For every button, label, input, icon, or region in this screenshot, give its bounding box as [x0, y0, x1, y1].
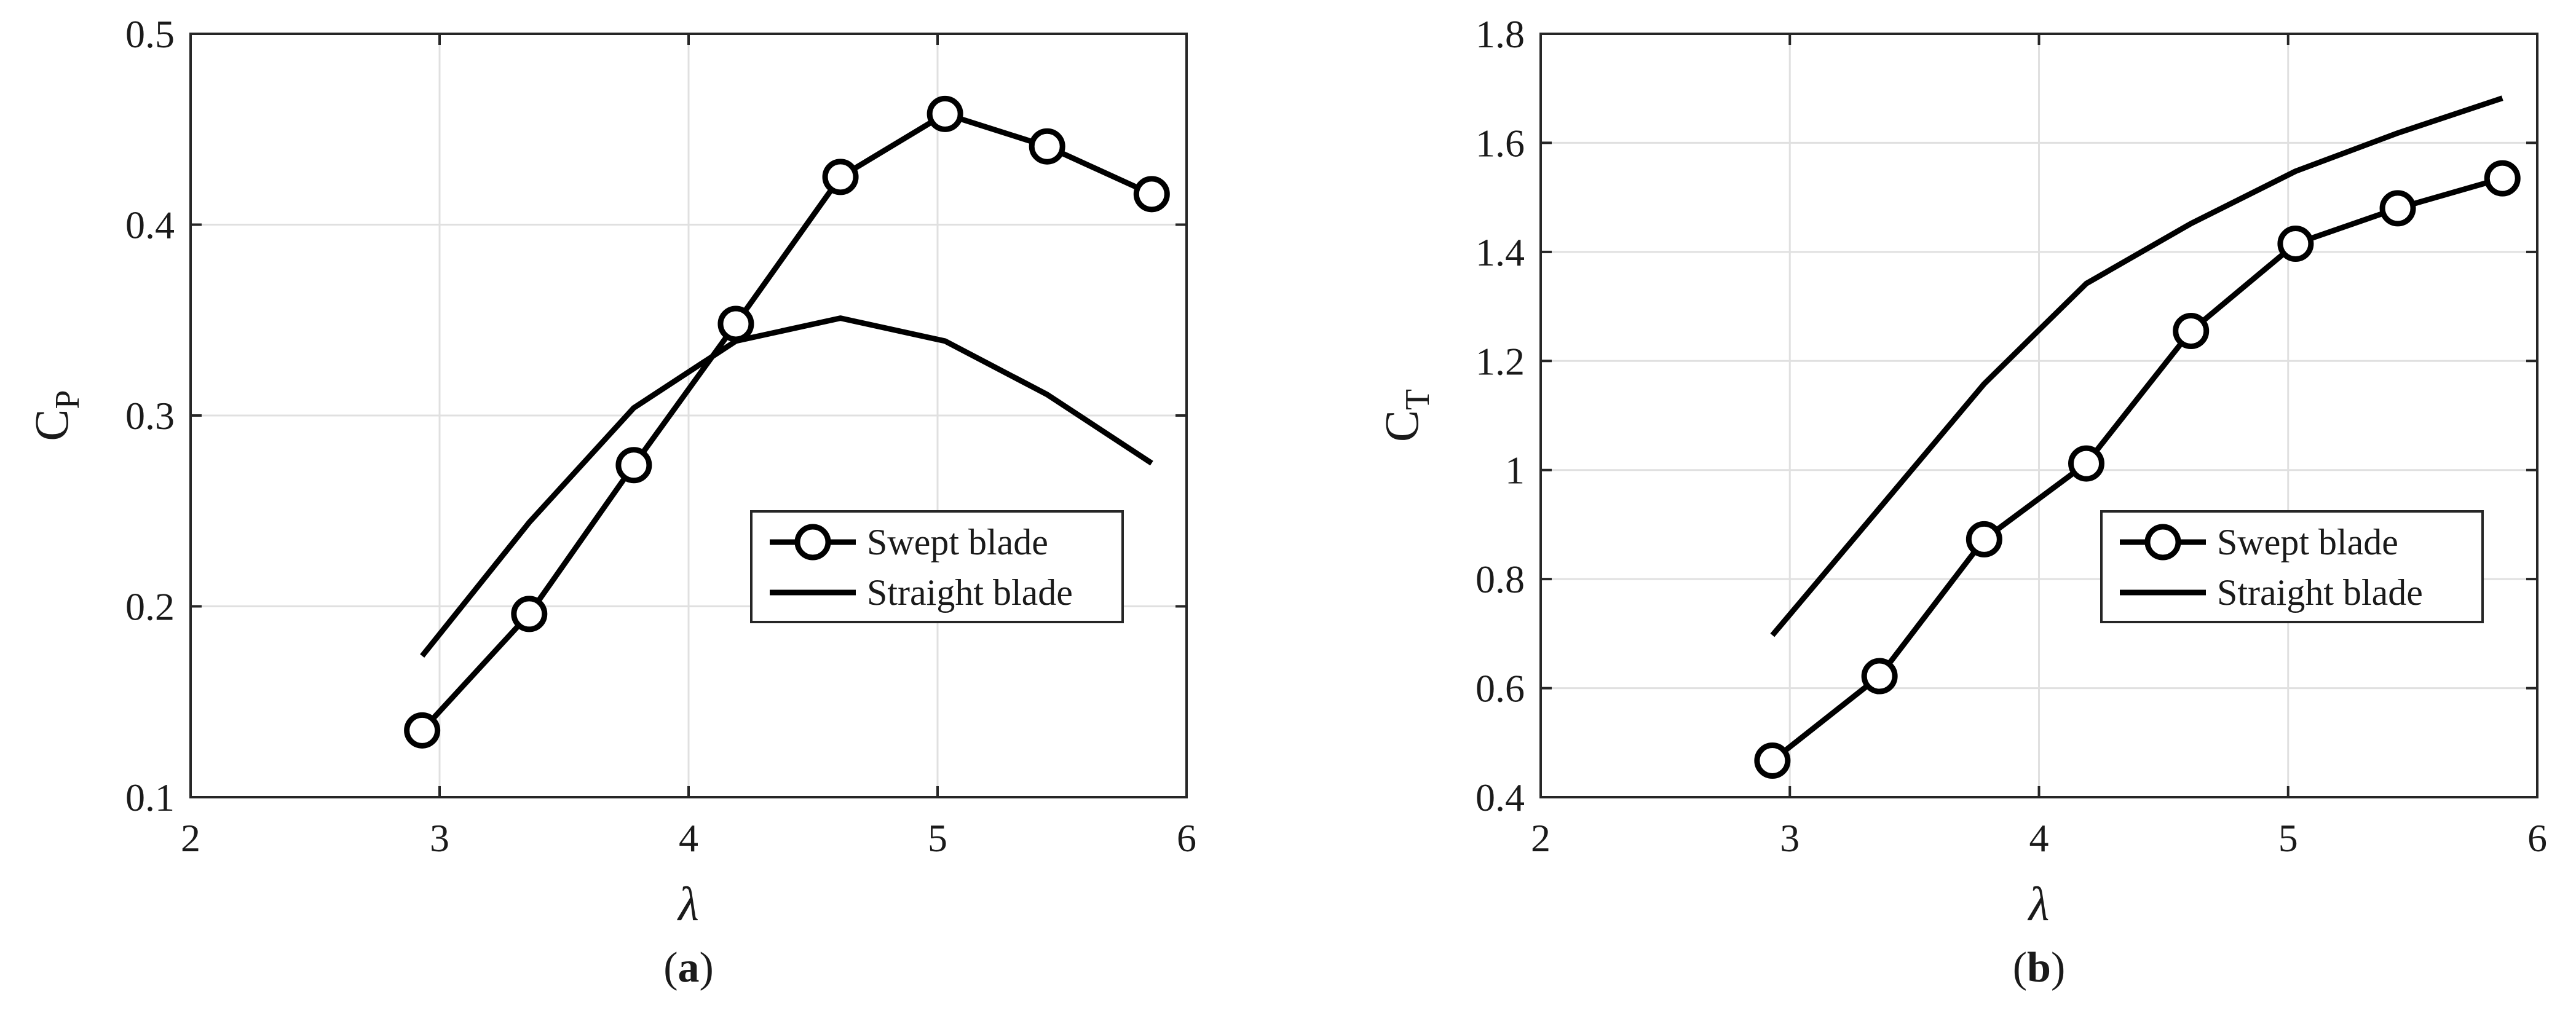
data-point-swept-blade: [511, 596, 548, 632]
y-tick-label: 1.2: [1476, 339, 1525, 383]
x-tick-label: 4: [679, 816, 698, 860]
data-point-swept-blade: [822, 159, 859, 195]
series-line-straight-blade: [1770, 95, 2503, 637]
y-tick-label: 0.4: [1476, 776, 1525, 819]
data-point-swept-blade: [717, 305, 754, 342]
x-tick-label: 2: [1531, 816, 1551, 860]
x-tick-label: 6: [2527, 816, 2547, 860]
legend: Swept blade Straight blade: [2100, 510, 2484, 623]
data-point-swept-blade: [1966, 521, 2002, 557]
x-axis-label: λ: [2028, 877, 2050, 931]
data-point-swept-blade: [1754, 742, 1791, 779]
series-line-swept-blade: [420, 111, 1153, 733]
data-point-swept-blade: [2484, 160, 2521, 197]
y-tick-label: 1: [1505, 449, 1525, 492]
chart-panel-a: 2 3 4 5 6 0.1 0.2 0.3 0.4 0.5 λ CP Swept blade Straig…: [25, 12, 1196, 991]
x-tick-label: 3: [1780, 816, 1800, 860]
y-tick-label: 0.4: [125, 203, 175, 247]
legend-label-straight-blade: Straight blade: [2217, 572, 2423, 613]
data-point-swept-blade: [1133, 176, 1170, 213]
data-point-swept-blade: [2068, 445, 2104, 482]
y-axis-label: CT: [1375, 389, 1437, 442]
x-axis-label: λ: [677, 877, 699, 931]
y-tick-label: 0.6: [1476, 667, 1525, 711]
legend-label-swept-blade: Swept blade: [867, 522, 1048, 562]
x-tick-label: 5: [928, 816, 947, 860]
data-point-swept-blade: [615, 447, 652, 484]
x-tick-label: 6: [1177, 816, 1196, 860]
y-tick-label: 0.3: [125, 394, 175, 438]
data-point-swept-blade: [2173, 312, 2210, 349]
y-axis-label: CP: [25, 390, 87, 441]
legend: Swept blade Straight blade: [750, 510, 1124, 623]
legend-marker-swept-blade: [794, 524, 831, 561]
panel-label: (b): [2013, 944, 2066, 991]
x-tick-label: 5: [2278, 816, 2298, 860]
data-point-swept-blade: [2379, 190, 2416, 227]
data-point-swept-blade: [404, 712, 441, 749]
y-tick-label: 1.4: [1476, 230, 1525, 274]
panel-label: (a): [663, 944, 714, 991]
y-tick-label: 0.8: [1476, 557, 1525, 601]
chart-panel-b: 2 3 4 5 6 0.4 0.6 0.8 1 1.2 1.4 1.6 1.8 λ CT Swept blad…: [1375, 12, 2547, 991]
data-point-swept-blade: [2277, 226, 2314, 262]
y-tick-label: 0.2: [125, 585, 175, 629]
series-line-straight-blade: [420, 315, 1153, 658]
x-tick-label: 2: [181, 816, 200, 860]
legend-label-straight-blade: Straight blade: [867, 572, 1073, 613]
x-tick-label: 4: [2029, 816, 2049, 860]
y-tick-label: 1.6: [1476, 121, 1525, 165]
legend-marker-swept-blade: [2144, 524, 2181, 561]
y-tick-label: 0.5: [125, 12, 175, 56]
data-point-swept-blade: [1029, 128, 1065, 165]
data-point-swept-blade: [1861, 658, 1898, 695]
y-tick-label: 0.1: [125, 776, 175, 819]
x-tick-label: 3: [430, 816, 449, 860]
y-tick-label: 1.8: [1476, 12, 1525, 56]
data-point-swept-blade: [926, 95, 963, 132]
legend-label-swept-blade: Swept blade: [2217, 522, 2398, 562]
